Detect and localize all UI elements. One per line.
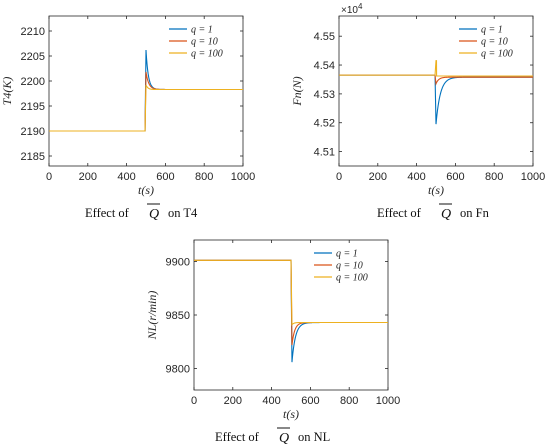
y-tick-label: 4.51 [314,147,335,159]
x-tick-label: 1000 [231,171,255,183]
chart-nl: 0 200 400 600 800 1000 9800 9850 9900 t(s) NL(r/mi… [145,239,400,421]
x-axis-label: t(s) [283,407,299,421]
caption-suffix: on T4 [168,206,198,220]
y-axis-label: Fn(N) [290,76,304,106]
x-axis-label: t(s) [428,183,444,197]
series-line-2 [339,60,533,77]
caption-prefix: Effect of [215,430,260,444]
x-tick-label: 200 [369,171,387,183]
caption-symbol: Q [279,431,289,446]
caption-nl: Effect of Q on NL [215,427,330,446]
y-tick-label: 2185 [21,151,45,163]
caption-symbol: Q [149,207,159,222]
caption-prefix: Effect of [377,206,422,220]
chart-fn: 0 200 400 600 800 1000 4.51 4.52 4.53 4.54 4.55 ×10… [290,2,545,197]
legend-label: q = 10 [336,261,363,272]
y-tick-label: 4.55 [314,31,335,43]
legend-label: q = 100 [191,49,223,60]
x-tick-label: 0 [191,395,197,407]
caption-t4: Effect of Q on T4 [85,203,198,222]
y-tick-label: 4.52 [314,118,335,130]
x-tick-label: 400 [407,171,425,183]
y-tick-label: 9800 [166,364,190,376]
x-tick-label: 200 [79,171,97,183]
legend-label: q = 10 [191,37,218,48]
x-tick-label: 800 [485,171,503,183]
x-tick-label: 600 [156,171,174,183]
y-tick-label: 2195 [21,101,45,113]
chart-t4: 0 200 400 600 800 1000 2185 2190 2195 2200 2205 221… [0,15,255,197]
x-tick-label: 1000 [521,171,545,183]
legend-label: q = 10 [481,37,508,48]
x-tick-label: 400 [262,395,280,407]
x-tick-label: 1000 [376,395,400,407]
y-tick-label: 2200 [21,76,45,88]
x-tick-label: 0 [336,171,342,183]
y-axis-label: NL(r/min) [145,291,159,341]
y-axis-label: T4(K) [0,77,14,106]
y-tick-label: 9850 [166,310,190,322]
y-exponent-label: ×104 [341,2,363,16]
legend-label: q = 100 [481,49,513,60]
legend-label: q = 100 [336,273,368,284]
x-tick-label: 400 [117,171,135,183]
caption-suffix: on Fn [460,206,490,220]
x-tick-label: 800 [195,171,213,183]
x-tick-label: 0 [46,171,52,183]
caption-symbol: Q [441,207,451,222]
y-tick-label: 4.53 [314,89,335,101]
x-tick-label: 200 [224,395,242,407]
y-tick-label: 2210 [21,26,45,38]
y-tick-label: 4.54 [314,60,335,72]
caption-prefix: Effect of [85,206,130,220]
x-tick-label: 600 [446,171,464,183]
x-tick-label: 800 [340,395,358,407]
x-axis-label: t(s) [138,183,154,197]
series-line-2 [49,84,243,132]
y-tick-label: 2190 [21,126,45,138]
legend-label: q = 1 [336,249,358,260]
caption-suffix: on NL [298,430,330,444]
y-tick-label: 9900 [166,256,190,268]
legend-label: q = 1 [191,25,213,36]
y-tick-label: 2205 [21,51,45,63]
legend-label: q = 1 [481,25,503,36]
x-tick-label: 600 [301,395,319,407]
caption-fn: Effect of Q on Fn [377,203,490,222]
series-line-2 [194,259,388,326]
